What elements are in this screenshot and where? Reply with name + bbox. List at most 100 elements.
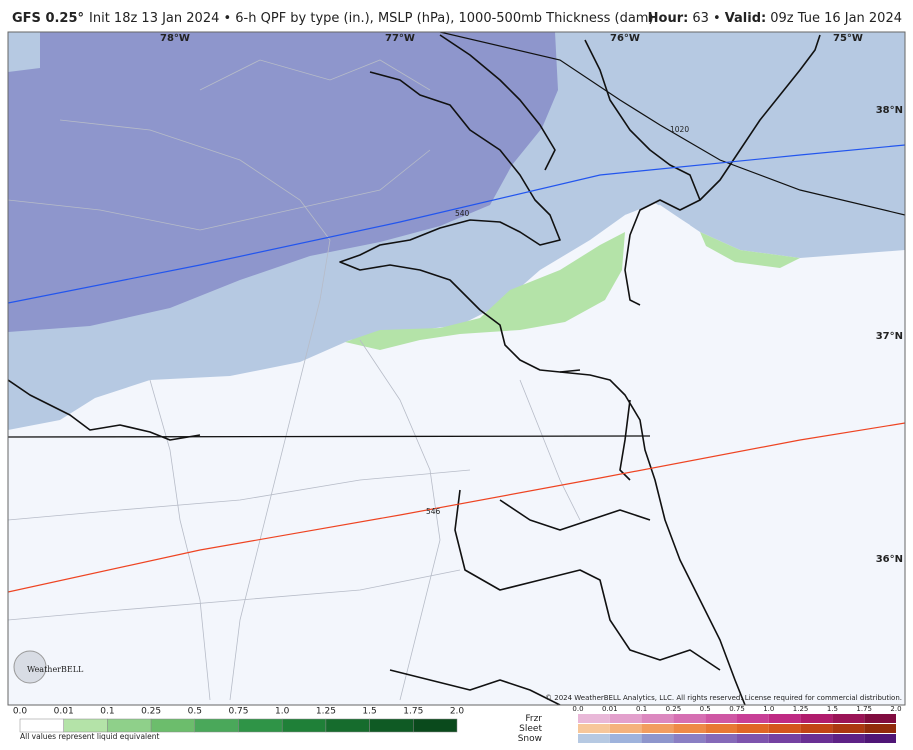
latitude-label: 36°N bbox=[876, 554, 903, 565]
header-left: GFS 0.25° Init 18z 13 Jan 2024 • 6-h QPF … bbox=[12, 11, 654, 26]
legend-label: 0.1 bbox=[636, 705, 647, 713]
legend-label: 1.25 bbox=[793, 705, 809, 713]
legend-swatch bbox=[800, 714, 833, 723]
legend-swatch bbox=[194, 718, 239, 733]
legend-swatch bbox=[800, 724, 833, 733]
model-name: GFS 0.25° bbox=[12, 11, 84, 26]
legend-label: 1.75 bbox=[856, 705, 872, 713]
legend-swatch bbox=[832, 734, 865, 743]
logo: WeatherBELL bbox=[27, 665, 84, 674]
legend-swatch bbox=[832, 724, 865, 733]
legend-swatch bbox=[609, 714, 642, 723]
legend-label: 0.75 bbox=[729, 705, 745, 713]
legend-row-label: Frzr bbox=[525, 714, 542, 724]
legend-swatch bbox=[413, 718, 458, 733]
legend-swatch bbox=[864, 724, 896, 733]
rain-light bbox=[345, 232, 625, 350]
legend-label: 0.01 bbox=[602, 705, 618, 713]
legend-swatch bbox=[705, 724, 737, 733]
legend-label: 0.75 bbox=[228, 707, 248, 717]
legend-label: 2.0 bbox=[890, 705, 901, 713]
map-frame: 1020 540 546 78°W 77°W 76°W 75°W 38°N 37… bbox=[8, 32, 905, 705]
county-lines bbox=[8, 59, 581, 701]
legend-swatch bbox=[737, 734, 769, 743]
legend-label: 1.0 bbox=[763, 705, 774, 713]
legend-swatch bbox=[609, 734, 642, 743]
legend-swatch bbox=[609, 724, 642, 733]
legend-row-label: Sleet bbox=[519, 724, 542, 734]
header: GFS 0.25° Init 18z 13 Jan 2024 • 6-h QPF … bbox=[12, 11, 902, 26]
legend-swatch bbox=[705, 734, 737, 743]
legend-label: 0.0 bbox=[572, 705, 583, 713]
valid-label: Valid: bbox=[725, 11, 767, 26]
legend-label: 0.25 bbox=[141, 707, 161, 717]
thickness-label: 540 bbox=[455, 209, 470, 218]
legend-swatch bbox=[641, 734, 674, 743]
copyright: © 2024 WeatherBELL Analytics, LLC. All r… bbox=[545, 694, 902, 702]
legend-swatch bbox=[832, 714, 865, 723]
legend-label: 0.01 bbox=[54, 707, 74, 717]
description: Init 18z 13 Jan 2024 • 6-h QPF by type (… bbox=[89, 11, 654, 26]
legend-swatch bbox=[325, 718, 370, 733]
map-border bbox=[7, 31, 906, 706]
isobar-label: 1020 bbox=[670, 125, 689, 134]
legend-swatch bbox=[19, 718, 64, 733]
legend-label: 1.25 bbox=[316, 707, 336, 717]
legend-swatch bbox=[768, 724, 801, 733]
legend-swatch bbox=[578, 714, 610, 723]
legend-swatch bbox=[673, 734, 706, 743]
rain-legend: 0.0 0.01 0.1 0.25 0.5 0.75 1.0 1.25 1.5 1.75 2.0 bbox=[13, 707, 465, 733]
coastlines bbox=[8, 34, 821, 705]
legend-label: 1.0 bbox=[275, 707, 290, 717]
hour: 63 • bbox=[692, 11, 720, 26]
legend-swatch bbox=[150, 718, 196, 733]
legend-swatch bbox=[281, 718, 327, 733]
legend-swatch bbox=[768, 714, 801, 723]
header-right: Hour: 63 • Valid: 09z Tue 16 Jan 2024 bbox=[648, 11, 902, 26]
legend-swatch bbox=[705, 714, 737, 723]
longitude-label: 77°W bbox=[385, 33, 415, 44]
rain-light-2 bbox=[700, 232, 800, 268]
thickness-540 bbox=[8, 144, 905, 304]
legend-row-label: Snow bbox=[518, 734, 542, 744]
legend-swatch bbox=[673, 724, 706, 733]
delmarva-dry bbox=[625, 203, 690, 310]
legend-swatch bbox=[63, 718, 108, 733]
legend-label: 1.5 bbox=[362, 707, 376, 717]
valid-time: 09z Tue 16 Jan 2024 bbox=[770, 11, 902, 26]
latitude-label: 38°N bbox=[876, 105, 903, 116]
longitude-label: 76°W bbox=[610, 33, 640, 44]
legend-label: 0.25 bbox=[666, 705, 682, 713]
longitude-label: 78°W bbox=[160, 33, 190, 44]
legend-swatch bbox=[768, 734, 801, 743]
legend-label: 2.0 bbox=[450, 707, 465, 717]
isobar-1020 bbox=[439, 32, 905, 216]
legend-swatch bbox=[641, 714, 674, 723]
hour-label: Hour: bbox=[648, 11, 689, 26]
legend-swatch bbox=[578, 724, 610, 733]
legend-label: 0.5 bbox=[700, 705, 711, 713]
legend-label: 0.0 bbox=[13, 707, 28, 717]
snow-moderate bbox=[8, 32, 558, 332]
legend-swatch bbox=[369, 718, 414, 733]
legend-label: 1.75 bbox=[403, 707, 423, 717]
legend-note: All values represent liquid equivalent bbox=[20, 732, 159, 741]
legend-swatch bbox=[864, 734, 896, 743]
longitude-label: 75°W bbox=[833, 33, 863, 44]
thickness-546 bbox=[8, 422, 905, 593]
legend-swatch bbox=[238, 718, 283, 733]
logo-mark bbox=[13, 650, 47, 684]
legend-swatch bbox=[800, 734, 833, 743]
latitude-label: 37°N bbox=[876, 331, 903, 342]
thickness-label: 546 bbox=[426, 507, 441, 516]
legend-swatch bbox=[737, 724, 769, 733]
legend-swatch bbox=[673, 714, 706, 723]
state-border bbox=[8, 435, 651, 438]
legend-swatch bbox=[737, 714, 769, 723]
legend-swatch bbox=[578, 734, 610, 743]
legend-label: 1.5 bbox=[827, 705, 838, 713]
legend-label: 0.5 bbox=[188, 707, 202, 717]
legend-label: 0.1 bbox=[100, 707, 114, 717]
legend-swatch bbox=[107, 718, 152, 733]
